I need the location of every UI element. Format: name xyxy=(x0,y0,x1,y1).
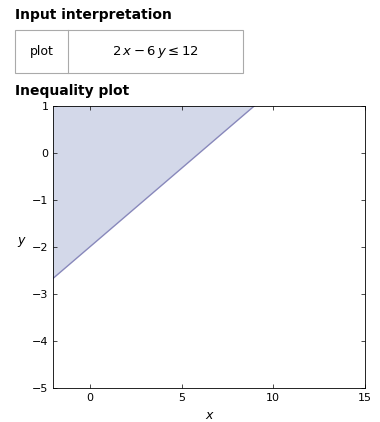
Text: plot: plot xyxy=(30,45,54,58)
Text: Inequality plot: Inequality plot xyxy=(15,84,130,98)
X-axis label: x: x xyxy=(205,408,213,422)
FancyBboxPatch shape xyxy=(15,30,243,73)
Text: $2\,x - 6\,y \leq 12$: $2\,x - 6\,y \leq 12$ xyxy=(112,43,199,60)
Y-axis label: y: y xyxy=(17,234,24,247)
Polygon shape xyxy=(53,106,255,278)
Text: Input interpretation: Input interpretation xyxy=(15,8,172,22)
